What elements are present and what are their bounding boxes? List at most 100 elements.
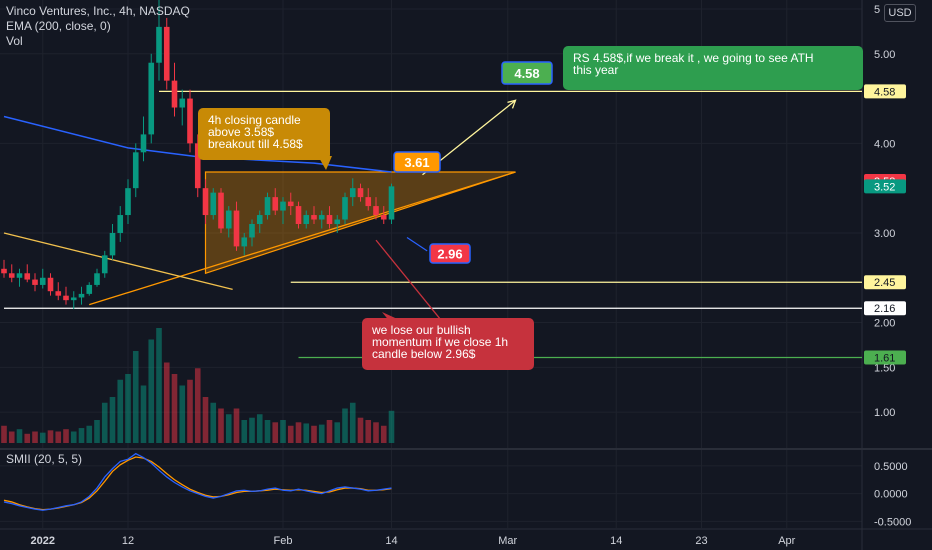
candle-body [303,215,310,224]
candle-body [8,273,15,278]
ema-legend: EMA (200, close, 0) [6,19,111,33]
osc-tick-label: 0.0000 [874,489,908,501]
candle-body [117,215,124,233]
volume-bar [63,429,69,443]
candle-body [179,98,186,108]
volume-bar [187,379,193,443]
bearish-note-box [362,318,534,370]
volume-bar [241,420,248,443]
price-axis-label-text: 4.58 [874,86,895,98]
time-tick-label: 14 [385,535,397,547]
candle-body [70,297,77,301]
price-tick-label: 5.00 [874,49,895,61]
ath-note-line: this year [573,63,618,77]
volume-bar [32,431,38,443]
candle-body [101,255,108,274]
volume-bar [357,417,364,443]
volume-bar [47,430,54,443]
volume-bar [303,423,310,443]
volume-bar [179,385,186,443]
volume-bar [326,420,333,443]
volume-bar [140,385,147,443]
candle-body [318,215,325,220]
candle-body [187,98,193,144]
candle-body [225,210,232,229]
chart-legend: Vinco Ventures, Inc., 4h, NASDAQ EMA (20… [6,4,190,49]
volume-bar [249,417,255,443]
price-axis-label: 2.45 [864,275,906,290]
bearish-note-line: candle below 2.96$ [372,347,476,361]
candle-body [194,143,201,189]
candle-body [86,284,93,294]
volume-bar [233,408,240,443]
volume-legend: Vol [6,34,23,48]
price-axis-label: 1.61 [864,350,906,365]
volume-bar [94,420,100,443]
volume-bar [380,425,387,443]
candle-body [380,215,387,220]
candle-body [287,201,294,207]
candle-body [1,268,7,274]
candle-body [171,80,178,108]
price-axis-label: 4.58 [864,84,906,99]
volume-bar [125,374,131,443]
smii-line [3,452,392,511]
candle-body [24,273,31,280]
target-label-text: 4.58 [514,66,539,81]
volume-bar [342,408,348,443]
candle-body [32,279,38,285]
volume-bar [365,420,372,443]
price-axis-label-text: 1.61 [874,353,895,365]
resistance-label-box [393,151,441,173]
volume-bar [163,362,170,443]
target-label: 4.58 [501,61,553,85]
descending-trendline [3,232,233,291]
candle-body [241,237,248,247]
candle-body [334,219,341,224]
volume-bar [264,420,271,443]
osc-tick-label: -0.5000 [874,516,911,528]
volume-bar [109,397,116,443]
volume-bar [256,414,263,443]
candle-body [132,152,139,189]
volume-bar [334,422,341,443]
price-tick-label: 1.00 [874,407,895,419]
currency-button[interactable]: USD [884,4,916,22]
breakout-note-line: 4h closing candle [208,113,301,127]
price-axis-label-bg [864,84,906,99]
candle-body [210,192,217,216]
ascending-trendline [89,171,516,306]
price-axis-label-text: 2.45 [874,277,895,289]
volume-bar [148,339,155,443]
candle-body [233,210,240,247]
price-axis-label: 2.16 [864,301,906,316]
price-axis-label-bg [864,275,906,290]
candle-body [148,62,155,135]
candle-body [342,197,348,220]
bearish-note-line: we lose our bullish [371,323,471,337]
price-axis-label-bg [864,350,906,365]
price-tick-label: 3.00 [874,228,895,240]
breakout-note-box [198,108,330,160]
symbol-title: Vinco Ventures, Inc., 4h, NASDAQ [6,4,190,18]
candle-body [264,197,271,216]
volume-bar [287,425,294,443]
price-tick-label: 5 [874,4,880,16]
volume-bar [311,425,317,443]
resistance-label: 3.61 [393,151,441,173]
volume-bar [295,422,302,443]
volume-bar [16,429,23,443]
candle-body [373,206,379,216]
resistance-label-text: 3.61 [404,155,429,170]
volume-bar [349,402,356,443]
price-axis-label-text: 3.52 [874,181,895,193]
ath-note-box [563,46,863,90]
support-label: 2.96 [429,243,471,264]
support-label-box [429,243,471,264]
volume-bar [280,420,286,443]
candle-body [349,188,356,198]
volume-bar [272,422,279,443]
candle-body [94,273,100,285]
support-label-text: 2.96 [437,247,462,262]
